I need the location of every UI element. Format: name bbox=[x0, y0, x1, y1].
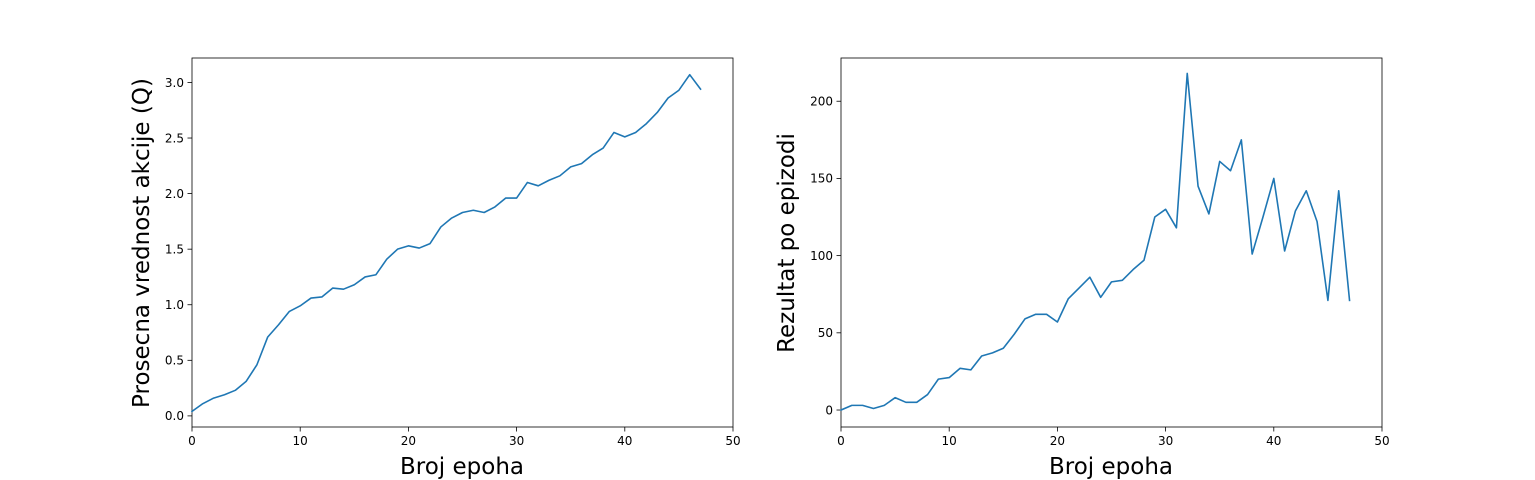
chart-left-ytick-label: 1.0 bbox=[165, 298, 184, 312]
chart-right-xtick-label: 40 bbox=[1266, 434, 1281, 448]
chart-left-ytick-label: 2.5 bbox=[165, 131, 184, 145]
chart-right-xlabel: Broj epoha bbox=[1049, 454, 1173, 480]
chart-left-xtick-label: 20 bbox=[401, 434, 416, 448]
chart-left-xtick-label: 0 bbox=[188, 434, 196, 448]
chart-right-ylabel: Rezultat po epizodi bbox=[774, 133, 800, 353]
chart-right-ytick-label: 200 bbox=[810, 95, 833, 109]
chart-right-xtick-label: 30 bbox=[1158, 434, 1173, 448]
chart-left-ytick-label: 1.5 bbox=[165, 242, 184, 256]
chart-left-ytick-label: 3.0 bbox=[165, 76, 184, 90]
chart-left-xtick-label: 30 bbox=[509, 434, 524, 448]
chart-left-xtick-label: 50 bbox=[725, 434, 740, 448]
chart-left-ytick-label: 0.5 bbox=[165, 354, 184, 368]
chart-left-ylabel: Prosecna vrednost akcije (Q) bbox=[129, 78, 155, 408]
chart-left-xlabel: Broj epoha bbox=[400, 454, 524, 480]
chart-right-ytick-label: 50 bbox=[818, 326, 833, 340]
chart-right-xtick-label: 50 bbox=[1374, 434, 1389, 448]
chart-right-xtick-label: 0 bbox=[837, 434, 845, 448]
chart-right-xtick-label: 10 bbox=[942, 434, 957, 448]
chart-right-ytick-label: 150 bbox=[810, 172, 833, 186]
chart-right: Broj epoha Rezultat po epizodi 0 10 20 30 40… bbox=[774, 57, 1390, 480]
chart-right-xtick-label: 20 bbox=[1050, 434, 1065, 448]
chart-right-series-line bbox=[839, 72, 1351, 412]
chart-left-ytick-label: 0.0 bbox=[165, 409, 184, 423]
chart-right-ytick-label: 0 bbox=[825, 403, 833, 417]
chart-left-xtick-label: 10 bbox=[293, 434, 308, 448]
chart-right-axes-frame bbox=[840, 57, 1383, 428]
chart-left-series-line bbox=[190, 73, 702, 413]
chart-left: Broj epoha Prosecna vrednost akcije (Q) … bbox=[129, 57, 741, 480]
chart-left-ytick-label: 2.0 bbox=[165, 187, 184, 201]
chart-right-ytick-label: 100 bbox=[810, 249, 833, 263]
chart-left-axes-frame bbox=[191, 57, 734, 428]
chart-left-xtick-label: 40 bbox=[617, 434, 632, 448]
